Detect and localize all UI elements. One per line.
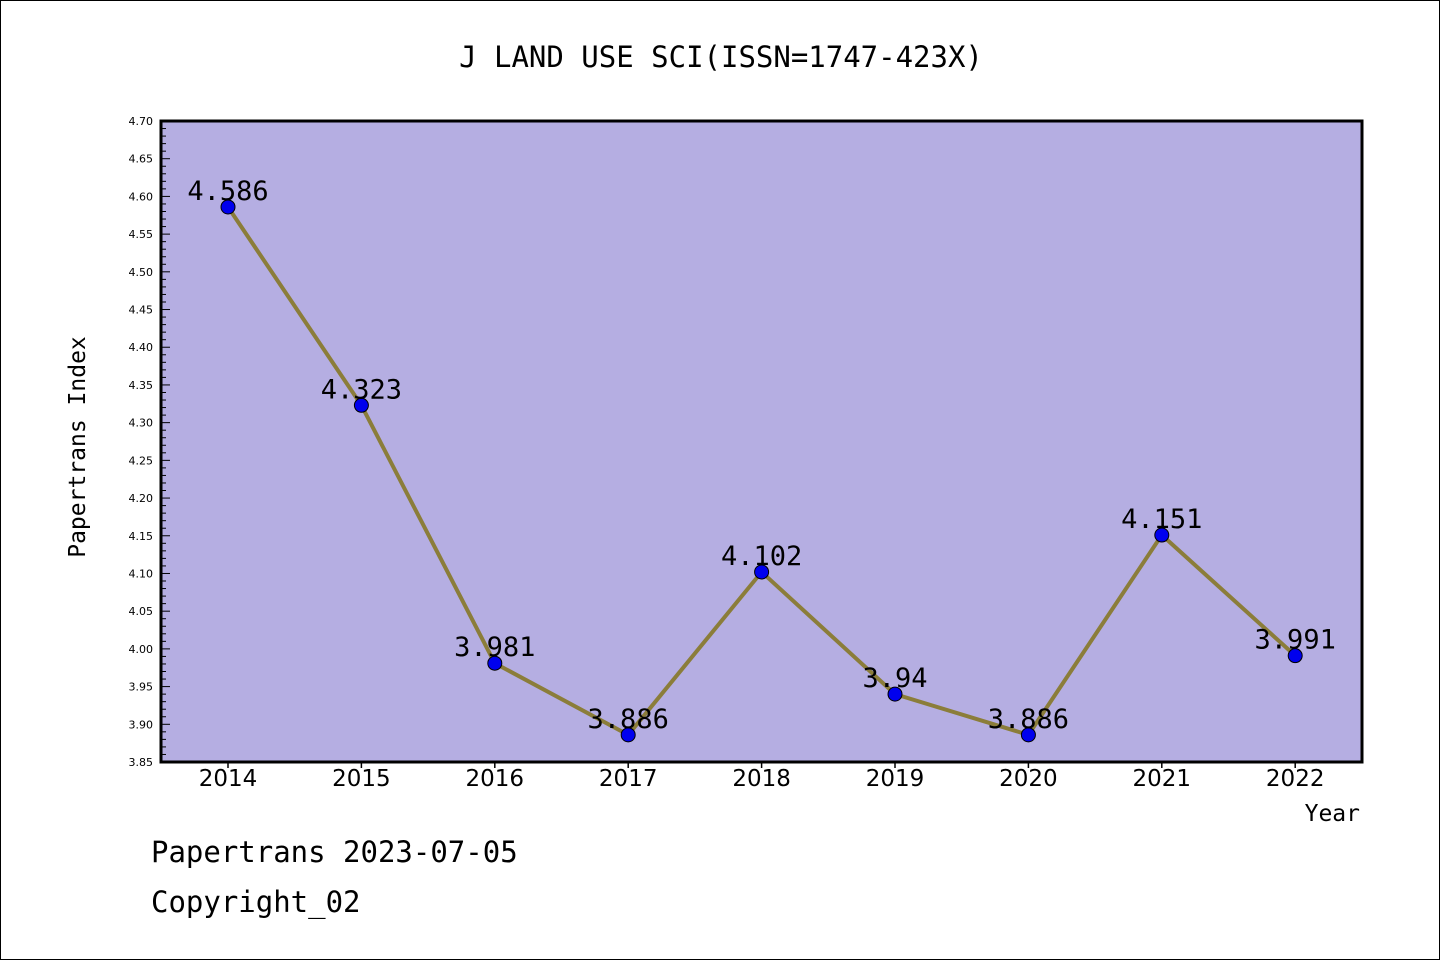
y-tick-label: 4.60: [129, 190, 154, 203]
x-tick-label: 2021: [1133, 766, 1192, 792]
y-tick-label: 4.40: [129, 341, 154, 354]
y-tick-label: 4.50: [129, 266, 154, 279]
data-label-2019: 3.94: [862, 663, 927, 694]
data-point-2022: [1287, 648, 1303, 664]
y-axis: 3.85 3.90 3.95 4.00 4.05 4.10 4.15 4.20 4.25 4.30…: [129, 115, 170, 769]
x-tick-label: 2019: [866, 766, 925, 792]
data-point-2020: [1020, 727, 1036, 743]
data-label-2016: 3.981: [454, 632, 535, 663]
y-tick-label: 3.85: [129, 756, 154, 769]
y-tick-label: 4.35: [129, 379, 154, 392]
x-tick-label: 2016: [466, 766, 525, 792]
y-tick-label: 4.55: [129, 228, 154, 241]
y-tick-label: 4.05: [129, 605, 154, 618]
y-tick-label: 4.20: [129, 492, 154, 505]
x-tick-label: 2015: [332, 766, 391, 792]
data-point-2017: [620, 727, 636, 743]
data-label-2018: 4.102: [721, 541, 802, 572]
plot-area: [159, 119, 1364, 764]
data-label-2015: 4.323: [321, 374, 402, 405]
data-label-2014: 4.586: [187, 176, 268, 207]
y-tick-label: 3.95: [129, 681, 154, 694]
data-label-2022: 3.991: [1255, 625, 1336, 656]
y-tick-label: 4.00: [129, 643, 154, 656]
series-layer: 4.586 4.323 3.981 3.886 4.102 3.94 3.886 4.151 3…: [187, 176, 1336, 743]
footer-source: Papertrans 2023-07-05: [151, 835, 518, 869]
data-point-2016: [487, 655, 503, 671]
data-label-2017: 3.886: [588, 704, 669, 735]
y-tick-label: 3.90: [129, 718, 154, 731]
y-tick-label: 4.45: [129, 304, 154, 317]
x-axis: 2014 2015 2016 2017 2018 2019 2020 2021 2022: [199, 762, 1325, 792]
y-tick-label: 4.25: [129, 454, 154, 467]
y-tick-label: 4.10: [129, 567, 154, 580]
y-axis-label: Papertrans Index: [65, 336, 91, 558]
data-point-2015: [353, 397, 369, 413]
x-tick-label: 2014: [199, 766, 258, 792]
data-point-2019: [887, 686, 903, 702]
x-tick-label: 2022: [1266, 766, 1325, 792]
footer-copyright: Copyright_02: [151, 885, 361, 919]
y-tick-label: 4.70: [129, 115, 154, 128]
data-point-2021: [1154, 527, 1170, 543]
data-label-2020: 3.886: [988, 704, 1069, 735]
y-tick-label: 4.65: [129, 153, 154, 166]
data-point-2018: [754, 564, 770, 580]
chart-title: J LAND USE SCI(ISSN=1747-423X): [459, 40, 983, 74]
x-tick-label: 2018: [732, 766, 791, 792]
y-tick-label: 4.15: [129, 530, 154, 543]
x-axis-label: Year: [1305, 801, 1360, 827]
x-tick-label: 2020: [999, 766, 1058, 792]
y-tick-label: 4.30: [129, 417, 154, 430]
x-tick-label: 2017: [599, 766, 658, 792]
data-point-2014: [220, 199, 236, 215]
data-label-2021: 4.151: [1121, 504, 1202, 535]
